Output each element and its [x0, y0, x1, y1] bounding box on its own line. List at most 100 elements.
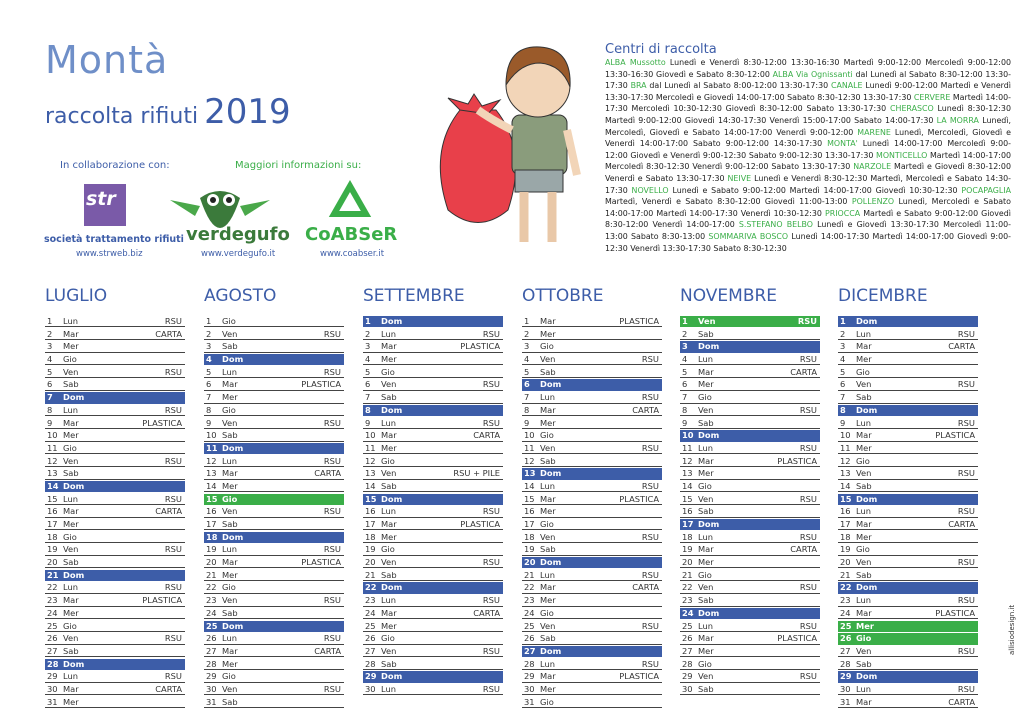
- weekday: Mar: [381, 519, 397, 529]
- day-row: 8 Mar CARTA: [522, 405, 662, 417]
- day-number: 31: [840, 696, 851, 707]
- day-number: 20: [840, 557, 851, 568]
- day-number: 23: [524, 595, 535, 606]
- collection-type: RSU: [957, 379, 975, 390]
- day-row: 1 Ven RSU: [680, 316, 820, 328]
- day-row: 3 Dom: [680, 341, 820, 353]
- day-number: 2: [206, 328, 212, 339]
- weekday: Mar: [540, 582, 556, 593]
- weekday: Sab: [540, 366, 556, 377]
- day-row: 1 Mar PLASTICA: [522, 316, 662, 328]
- day-number: 6: [840, 379, 846, 390]
- day-number: 19: [365, 544, 376, 555]
- collection-type: RSU: [641, 354, 659, 365]
- day-row: 4 Gio: [45, 354, 185, 366]
- day-number: 24: [365, 607, 376, 618]
- day-number: 28: [47, 658, 59, 669]
- center-hours: dal Lunedì al Sabato 8:30-12:00 13:30-17…: [605, 69, 1011, 91]
- day-number: 4: [47, 354, 53, 365]
- weekday: Gio: [698, 392, 712, 403]
- day-row: 6 Mer: [680, 379, 820, 391]
- collection-type: RSU: [164, 671, 182, 682]
- weekday: Mer: [698, 468, 714, 479]
- day-number: 29: [365, 671, 377, 682]
- day-number: 6: [47, 379, 53, 390]
- day-row: 30 Mar CARTA: [45, 683, 185, 696]
- day-number: 6: [524, 379, 530, 390]
- weekday: Gio: [63, 531, 77, 542]
- day-row: 7 Sab: [838, 392, 978, 404]
- weekday: Gio: [222, 493, 238, 504]
- day-number: 27: [524, 645, 536, 656]
- day-number: 7: [206, 392, 212, 403]
- collection-type: RSU: [164, 582, 182, 593]
- month: LUGLIO 1 Lun RSU 2 Mar CARTA 3 Mer 4 Gio 5 Ven RSU 6 Sa…: [45, 286, 185, 709]
- center-hours: Lunedì 14:00-17:30 Martedì 14:00-17:00 G…: [605, 231, 1011, 253]
- day-number: 25: [47, 620, 58, 631]
- day-row: 24 Mar CARTA: [363, 607, 503, 620]
- day-number: 20: [524, 557, 536, 568]
- str-logo: str: [86, 188, 116, 210]
- day-row: 5 Mar CARTA: [680, 367, 820, 379]
- weekday: Ven: [698, 582, 714, 593]
- day-row: 21 Dom: [45, 569, 185, 582]
- day-row: 13 Mar CARTA: [204, 468, 344, 480]
- weekday: Mer: [698, 379, 714, 390]
- day-row: 26 Lun RSU: [204, 633, 344, 645]
- day-row: 2 Ven RSU: [204, 328, 344, 341]
- day-number: 9: [682, 417, 688, 428]
- weekday: Dom: [540, 468, 562, 479]
- day-row: 31 Gio: [522, 697, 662, 709]
- day-row: 8 Lun RSU: [45, 405, 185, 417]
- center-hours: Lunedì e Sabato 9:00-12:00 Martedì 14:00…: [672, 185, 958, 195]
- weekday: Gio: [381, 544, 395, 555]
- collection-type: RSU: [323, 455, 341, 466]
- weekday: Mer: [381, 620, 397, 631]
- collection-type: RSU: [323, 328, 341, 339]
- day-row: 6 Mar PLASTICA: [204, 379, 344, 391]
- weekday: Mar: [63, 417, 79, 428]
- day-row: 2 Mar CARTA: [45, 328, 185, 341]
- day-number: 30: [47, 683, 58, 694]
- day-number: 4: [524, 354, 530, 365]
- day-number: 29: [47, 671, 58, 682]
- day-number: 13: [682, 468, 693, 479]
- day-row: 22 Mar CARTA: [522, 582, 662, 594]
- day-number: 10: [524, 430, 535, 441]
- day-number: 7: [682, 392, 688, 403]
- center-place: MONTA': [827, 139, 858, 149]
- str-url: www.strweb.biz: [76, 249, 143, 259]
- collection-type: PLASTICA: [619, 671, 659, 682]
- day-row: 12 Gio: [838, 456, 978, 467]
- day-row: 21 Gio: [680, 570, 820, 582]
- day-number: 16: [47, 506, 58, 517]
- center-place: ALBA Mussotto: [605, 58, 666, 67]
- weekday: Mar: [222, 468, 238, 479]
- collection-type: RSU: [482, 595, 500, 606]
- weekday: Sab: [63, 468, 79, 479]
- day-row: 30 Sab: [680, 683, 820, 696]
- day-row: 13 Ven RSU: [838, 468, 978, 480]
- day-number: 16: [840, 506, 851, 517]
- day-row: 8 Dom: [838, 404, 978, 417]
- day-number: 19: [524, 544, 535, 555]
- weekday: Mer: [856, 354, 872, 365]
- collection-type: RSU: [641, 658, 659, 669]
- weekday: Mar: [63, 595, 79, 606]
- day-row: 9 Mer: [522, 418, 662, 429]
- collection-type: RSU: [164, 316, 182, 326]
- day-row: 23 Mar PLASTICA: [45, 595, 185, 607]
- day-number: 30: [682, 683, 693, 694]
- collection-type: PLASTICA: [301, 379, 341, 390]
- day-number: 27: [682, 645, 693, 656]
- weekday: Ven: [540, 531, 556, 542]
- day-row: 10 Mar CARTA: [363, 430, 503, 442]
- day-number: 19: [47, 544, 58, 555]
- weekday: Mar: [856, 341, 872, 352]
- day-number: 7: [840, 392, 846, 403]
- weekday: Mer: [63, 519, 79, 529]
- collection-type: CARTA: [155, 328, 182, 339]
- day-row: 11 Dom: [204, 442, 344, 455]
- day-row: 11 Gio: [45, 443, 185, 455]
- day-number: 27: [206, 645, 217, 656]
